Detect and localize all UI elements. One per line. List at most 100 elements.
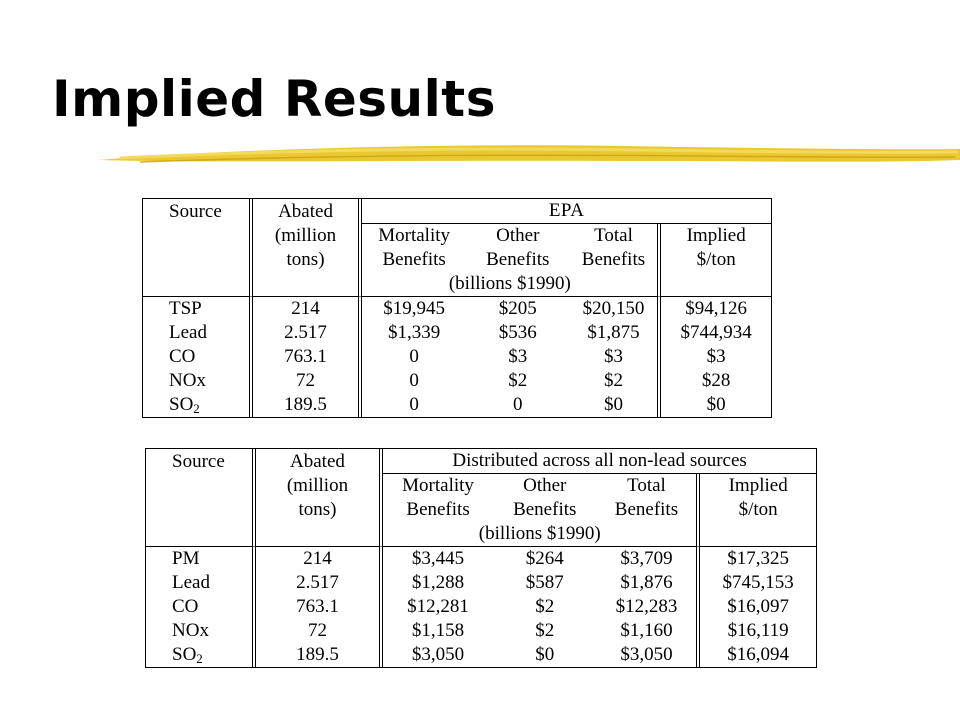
cell-mortality: $1,158 xyxy=(411,620,465,641)
cell-abated: 2.517 xyxy=(253,321,363,345)
cell-implied: $16,119 xyxy=(727,620,789,641)
cell-mortality: 0 xyxy=(409,370,419,391)
cell-mortality: $1,339 xyxy=(388,322,441,343)
cell-other: 0 xyxy=(513,394,523,415)
cell-mortality: 0 xyxy=(409,394,419,415)
cell-mortality: $19,945 xyxy=(383,298,446,319)
cell-implied: $94,126 xyxy=(685,298,748,319)
slide-title: Implied Results xyxy=(52,70,496,128)
cell-other: $3 xyxy=(508,346,528,367)
header-mortality: Mortality xyxy=(378,225,451,246)
header-other-line2: Benefits xyxy=(486,249,550,270)
cell-total: $3,050 xyxy=(597,643,701,667)
header-total: Total xyxy=(570,224,662,248)
header-source: Source xyxy=(146,449,256,474)
cell-implied: $0 xyxy=(706,394,726,415)
table-row: PM 214 $3,445 $264 $3,709 $17,325 xyxy=(146,547,816,571)
cell-implied: $28 xyxy=(701,370,731,391)
cell-total: $3,709 xyxy=(597,547,701,571)
header-abated-line3: tons) xyxy=(253,248,363,272)
cell-implied: $16,094 xyxy=(727,644,790,665)
table-row: NOx 72 $1,158 $2 $1,160 $16,119 xyxy=(146,619,816,643)
cell-mortality: $1,288 xyxy=(411,572,465,593)
cell-mortality: $12,281 xyxy=(407,596,469,617)
table-row: CO 763.1 $12,281 $2 $12,283 $16,097 xyxy=(146,595,816,619)
cell-abated: 189.5 xyxy=(253,393,363,417)
cell-source: Lead xyxy=(146,571,256,595)
cell-abated: 763.1 xyxy=(256,595,384,619)
cell-abated: 189.5 xyxy=(256,643,384,667)
header-other-line2: Benefits xyxy=(513,499,577,520)
source-text: SO xyxy=(172,644,197,665)
cell-total: $20,150 xyxy=(570,297,662,321)
header-total-line2: Benefits xyxy=(570,248,662,272)
table-row: CO 763.1 0 $3 $3 $3 xyxy=(143,345,771,369)
cell-source: SO2 xyxy=(143,393,253,417)
cell-source: NOx xyxy=(146,619,256,643)
cell-mortality: $3,445 xyxy=(411,548,465,569)
header-source: Source xyxy=(143,199,253,224)
cell-other: $205 xyxy=(498,298,537,319)
cell-source: NOx xyxy=(143,369,253,393)
table-row: TSP 214 $19,945 $205 $20,150 $94,126 xyxy=(143,297,771,321)
header-implied: Implied xyxy=(686,225,746,246)
table-row: NOx 72 0 $2 $2 $28 xyxy=(143,369,771,393)
cell-implied: $744,934 xyxy=(680,322,752,343)
table-row: Lead 2.517 $1,288 $587 $1,876 $745,153 xyxy=(146,571,816,595)
cell-mortality: 0 xyxy=(409,346,419,367)
cell-total: $2 xyxy=(570,369,662,393)
cell-source: CO xyxy=(143,345,253,369)
header-mortality-line2: Benefits xyxy=(382,249,446,270)
cell-total: $0 xyxy=(570,393,662,417)
header-units: (billions $1990) xyxy=(383,522,701,547)
cell-implied: $17,325 xyxy=(727,548,790,569)
cell-abated: 214 xyxy=(256,547,384,571)
header-other: Other xyxy=(523,475,567,496)
header-mortality: Mortality xyxy=(402,475,474,496)
cell-other: $2 xyxy=(535,620,555,641)
cell-implied: $3 xyxy=(706,346,726,367)
cell-total: $3 xyxy=(570,345,662,369)
cell-source: CO xyxy=(146,595,256,619)
cell-abated: 72 xyxy=(253,369,363,393)
table-row: Lead 2.517 $1,339 $536 $1,875 $744,934 xyxy=(143,321,771,345)
table-row: SO2 189.5 $3,050 $0 $3,050 $16,094 xyxy=(146,643,816,667)
header-implied-line2: $/ton xyxy=(738,499,778,520)
cell-total: $1,160 xyxy=(597,619,701,643)
cell-source: PM xyxy=(146,547,256,571)
distributed-results-table: Source Abated Distributed across all non… xyxy=(145,448,817,668)
cell-abated: 72 xyxy=(256,619,384,643)
source-subscript: 2 xyxy=(196,651,203,666)
cell-other: $536 xyxy=(498,322,537,343)
header-group-epa: EPA xyxy=(362,199,771,224)
header-units: (billions $1990) xyxy=(362,272,662,297)
cell-source: SO2 xyxy=(146,643,256,667)
cell-total: $1,876 xyxy=(597,571,701,595)
header-implied-line2: $/ton xyxy=(696,249,736,270)
epa-results-table: Source Abated EPA (million Mortality Oth… xyxy=(142,198,772,418)
cell-other: $2 xyxy=(508,370,528,391)
cell-other: $587 xyxy=(525,572,564,593)
header-total: Total xyxy=(597,474,701,498)
header-abated-line2: (million xyxy=(256,474,384,498)
table-row: SO2 189.5 0 0 $0 $0 xyxy=(143,393,771,417)
header-abated-line2: (million xyxy=(253,224,363,248)
cell-source: Lead xyxy=(143,321,253,345)
source-subscript: 2 xyxy=(193,401,200,416)
header-abated: Abated xyxy=(256,449,384,474)
header-group-distributed: Distributed across all non-lead sources xyxy=(383,449,816,474)
header-total-line2: Benefits xyxy=(597,498,701,522)
cell-source: TSP xyxy=(143,297,253,321)
cell-total: $1,875 xyxy=(570,321,662,345)
cell-mortality: $3,050 xyxy=(411,644,465,665)
cell-implied: $745,153 xyxy=(722,572,794,593)
cell-other: $2 xyxy=(535,596,555,617)
cell-total: $12,283 xyxy=(597,595,701,619)
header-other: Other xyxy=(496,225,540,246)
cell-other: $0 xyxy=(535,644,555,665)
cell-abated: 763.1 xyxy=(253,345,363,369)
cell-abated: 214 xyxy=(253,297,363,321)
header-mortality-line2: Benefits xyxy=(406,499,470,520)
header-implied: Implied xyxy=(728,475,788,496)
